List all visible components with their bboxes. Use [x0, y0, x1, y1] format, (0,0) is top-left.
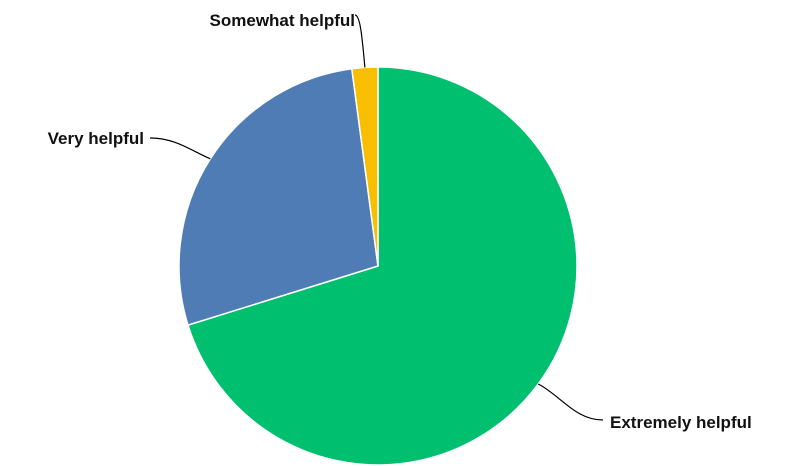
- pie-slice-somewhat-helpful: [350, 66, 379, 267]
- leader-line-somewhat-helpful: [354, 14, 366, 68]
- pie-slice-extremely-helpful: [187, 66, 578, 466]
- pie-slice-very-helpful: [178, 67, 379, 327]
- slice-label-very-helpful: Very helpful: [48, 129, 144, 148]
- slice-label-extremely-helpful: Extremely helpful: [610, 413, 752, 432]
- leader-line-extremely-helpful: [537, 383, 604, 421]
- slice-label-somewhat-helpful: Somewhat helpful: [210, 11, 355, 30]
- leader-line-very-helpful: [149, 137, 211, 160]
